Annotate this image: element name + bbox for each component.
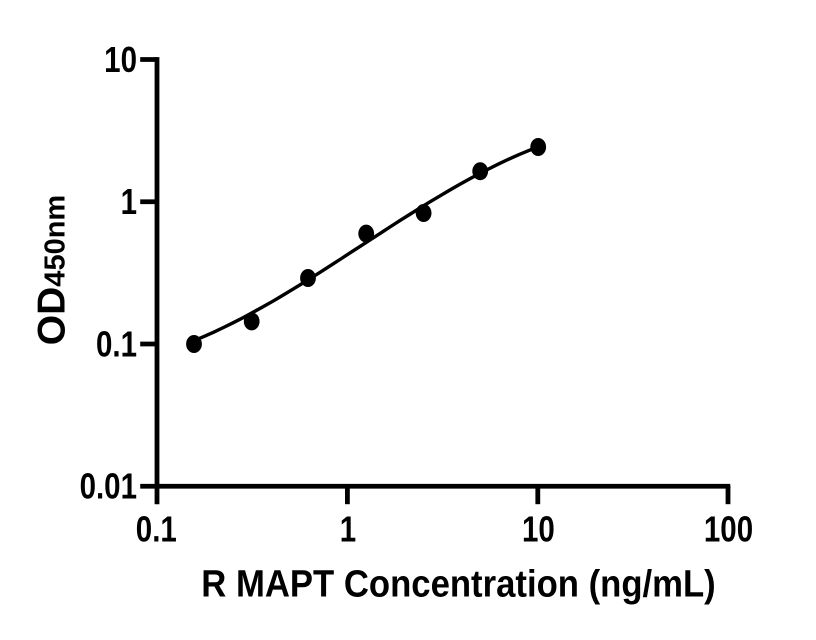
svg-text:R MAPT Concentration (ng/mL): R MAPT Concentration (ng/mL) [201, 562, 715, 605]
svg-text:OD450nm: OD450nm [31, 195, 74, 345]
svg-text:100: 100 [704, 509, 753, 549]
svg-text:0.01: 0.01 [80, 466, 137, 506]
svg-text:1: 1 [340, 509, 356, 549]
svg-text:0.1: 0.1 [136, 509, 177, 549]
svg-text:10: 10 [104, 39, 137, 79]
svg-text:10: 10 [522, 509, 555, 549]
svg-text:1: 1 [121, 181, 137, 221]
svg-text:0.1: 0.1 [96, 324, 137, 364]
